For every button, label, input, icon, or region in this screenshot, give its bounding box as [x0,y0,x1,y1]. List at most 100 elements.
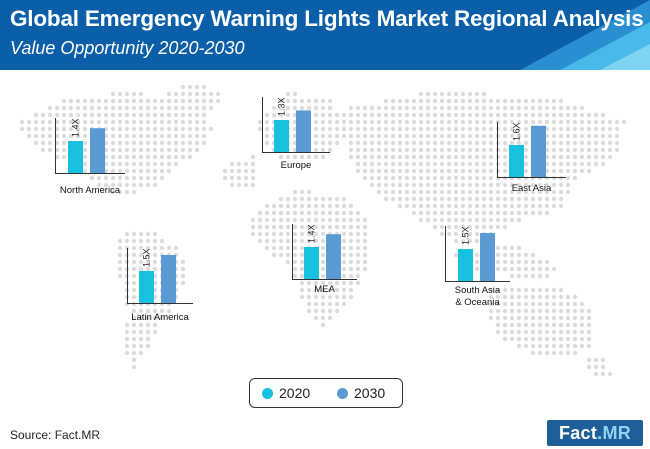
map-dot [376,105,382,111]
map-dot [530,203,536,209]
map-dot [572,336,578,342]
map-dot [488,224,494,230]
map-dot [425,203,431,209]
map-dot [579,105,585,111]
map-dot [131,105,137,111]
map-dot [362,168,368,174]
map-dot [124,168,130,174]
map-dot [257,217,263,223]
map-dot [68,98,74,104]
map-dot [103,112,109,118]
map-dot [509,315,515,321]
map-dot [586,308,592,314]
map-dot [404,112,410,118]
map-dot [551,294,557,300]
map-dot [537,112,543,118]
map-dot [614,140,620,146]
map-dot [488,126,494,132]
map-dot [159,126,165,132]
map-dot [404,105,410,111]
map-dot [572,329,578,335]
map-dot [572,294,578,300]
map-dot [460,175,466,181]
map-dot [446,112,452,118]
map-dot [166,133,172,139]
map-dot [544,322,550,328]
map-dot [425,147,431,153]
map-dot [145,168,151,174]
map-dot [579,336,585,342]
map-dot [446,98,452,104]
map-dot [390,168,396,174]
map-dot [586,133,592,139]
map-dot [33,112,39,118]
map-dot [530,196,536,202]
map-dot [516,182,522,188]
map-dot [523,182,529,188]
map-dot [453,175,459,181]
map-dot [474,266,480,272]
map-dot [341,245,347,251]
map-dot [313,140,319,146]
map-dot [131,140,137,146]
map-dot [558,168,564,174]
map-dot [432,147,438,153]
map-dot [299,252,305,258]
map-dot [488,210,494,216]
map-dot [600,140,606,146]
map-dot [271,238,277,244]
map-dot [523,189,529,195]
map-dot [285,91,291,97]
map-dot [110,112,116,118]
map-dot [124,119,130,125]
map-dot [320,133,326,139]
map-dot [152,266,158,272]
map-dot [341,280,347,286]
map-dot [124,336,130,342]
map-dot [551,126,557,132]
map-dot [383,154,389,160]
map-dot [341,252,347,258]
map-dot [145,315,151,321]
map-dot [586,336,592,342]
map-dot [180,273,186,279]
map-dot [551,301,557,307]
map-dot [355,266,361,272]
map-dot [439,154,445,160]
map-dot [390,98,396,104]
map-dot [131,154,137,160]
map-dot [313,154,319,160]
map-dot [110,161,116,167]
map-dot [355,210,361,216]
map-dot [250,175,256,181]
map-dot [453,203,459,209]
map-dot [551,119,557,125]
map-dot [180,126,186,132]
map-dot [383,175,389,181]
map-dot [439,105,445,111]
map-dot [439,140,445,146]
map-dot [152,259,158,265]
map-dot [572,133,578,139]
map-dot [425,161,431,167]
map-dot [110,182,116,188]
map-dot [96,112,102,118]
map-dot [544,266,550,272]
map-dot [33,133,39,139]
map-dot [453,140,459,146]
map-dot [460,217,466,223]
map-dot [82,112,88,118]
map-dot [334,119,340,125]
map-dot [467,140,473,146]
map-dot [362,147,368,153]
map-dot [61,154,67,160]
map-dot [278,210,284,216]
map-dot [446,161,452,167]
map-dot [404,189,410,195]
map-dot [145,245,151,251]
bar-europe-2020 [274,120,289,152]
map-dot [614,119,620,125]
map-dot [250,168,256,174]
map-dot [180,259,186,265]
map-dot [467,168,473,174]
